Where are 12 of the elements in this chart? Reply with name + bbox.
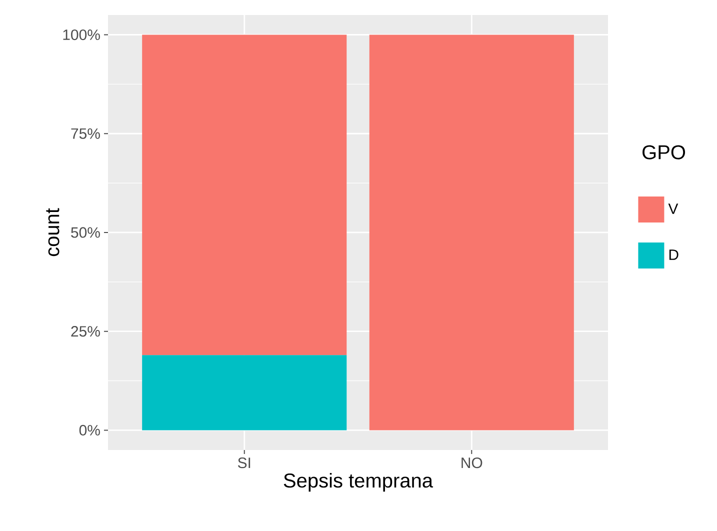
- x-tick-label: SI: [238, 458, 250, 468]
- y-tick-label: 75%: [71, 128, 100, 139]
- legend-label: D: [669, 250, 678, 260]
- y-tick-label: 50%: [71, 227, 100, 238]
- y-tick-label: 0%: [79, 424, 100, 436]
- legend-title: GPO: [642, 145, 686, 160]
- y-axis-title: count: [46, 208, 60, 256]
- legend-label: V: [668, 204, 678, 214]
- y-tick-label: 25%: [71, 326, 100, 337]
- x-axis-title: Sepsis temprana: [284, 472, 434, 492]
- x-tick-label: NO: [462, 458, 482, 468]
- y-tick-label: 100%: [63, 29, 100, 40]
